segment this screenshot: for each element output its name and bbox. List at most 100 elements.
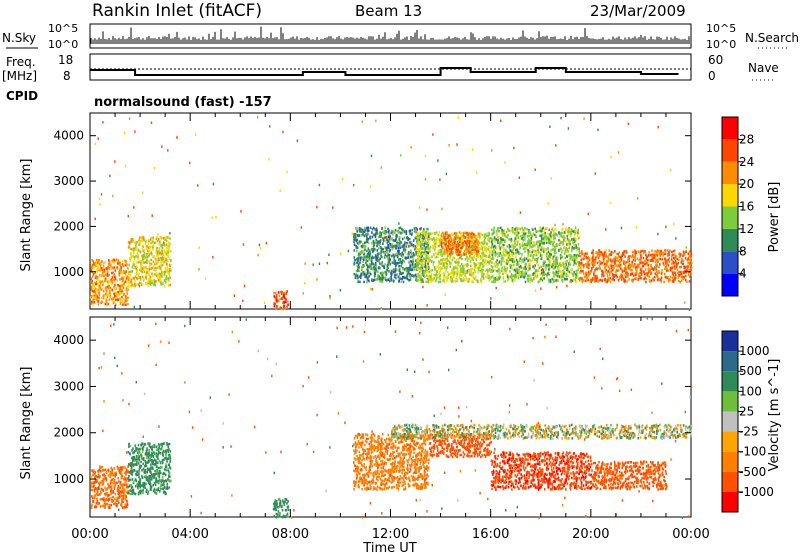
data-cell [582,257,584,261]
data-cell [472,248,475,251]
data-cell [132,284,135,287]
data-cell [398,269,401,272]
data-cell [415,232,418,235]
data-cell [415,262,418,265]
data-cell [643,271,645,274]
data-cell [463,235,465,238]
data-cell [442,279,445,282]
data-cell [517,276,520,279]
data-cell [602,260,605,263]
data-cell [482,264,485,267]
data-cell [98,285,100,288]
data-cell [570,280,572,284]
data-cell [466,256,468,259]
data-cell [159,251,161,255]
data-cell [150,258,152,262]
data-cell [529,244,531,247]
data-cell [420,231,423,235]
data-cell [490,246,493,249]
data-cell [557,264,560,267]
data-cell [571,238,573,241]
data-cell [453,266,455,269]
data-cell [623,280,625,283]
data-cell [505,261,507,265]
data-cell [596,274,598,278]
data-cell [467,249,470,252]
data-cell [553,273,555,276]
data-cell [358,230,361,233]
data-cell [124,264,127,267]
data-cell [134,284,136,288]
data-cell [459,265,462,268]
data-cell [417,259,419,263]
data-cell [561,271,564,275]
data-cell [608,267,611,270]
data-cell [678,266,681,269]
data-cell [436,270,439,273]
data-cell [521,244,524,248]
data-cell [470,264,472,268]
data-cell [642,270,645,273]
data-cell [539,241,541,244]
data-cell [564,260,567,263]
data-cell [571,245,574,249]
data-cell [405,242,407,245]
data-cell [354,274,357,278]
data-cell [668,280,670,283]
data-cell [603,252,606,255]
data-cell [528,229,530,232]
data-cell [575,262,578,266]
data-cell [637,278,640,281]
data-cell [524,265,526,268]
data-cell [105,274,108,277]
data-cell [388,237,391,240]
data-cell [483,239,486,242]
data-cell [452,280,454,283]
data-cell [375,265,377,268]
data-cell [100,267,102,270]
data-cell [111,279,114,282]
data-cell [164,236,166,240]
data-cell [675,261,677,264]
data-cell [537,269,540,272]
data-cell [101,268,103,272]
data-cell [275,291,277,295]
data-cell [571,258,574,261]
data-cell [123,276,125,279]
data-cell [549,238,552,241]
data-cell [364,245,366,249]
data-cell [579,277,582,281]
data-cell [148,245,151,249]
data-cell [419,276,421,280]
data-cell [145,253,148,256]
data-cell [524,232,527,235]
data-cell [658,277,660,280]
data-cell [283,304,286,308]
data-cell [640,257,642,260]
data-cell [596,276,598,280]
data-cell [436,251,439,255]
data-cell [507,229,510,232]
noise-cell [371,287,373,291]
data-cell [111,288,113,291]
data-cell [643,277,645,281]
data-cell [538,266,541,269]
data-cell [540,269,543,272]
data-cell [616,268,618,272]
data-cell [139,250,141,253]
data-cell [525,263,527,266]
data-cell [501,266,503,269]
data-cell [384,253,386,256]
data-cell [165,275,168,278]
data-cell [162,253,165,256]
data-cell [359,280,361,284]
data-cell [104,261,106,264]
data-cell [650,272,652,276]
data-cell [154,241,157,244]
data-cell [547,254,550,258]
data-cell [528,280,531,284]
freq-trace [90,67,679,76]
data-cell [132,263,135,267]
data-cell [148,249,150,253]
data-cell [560,234,562,237]
